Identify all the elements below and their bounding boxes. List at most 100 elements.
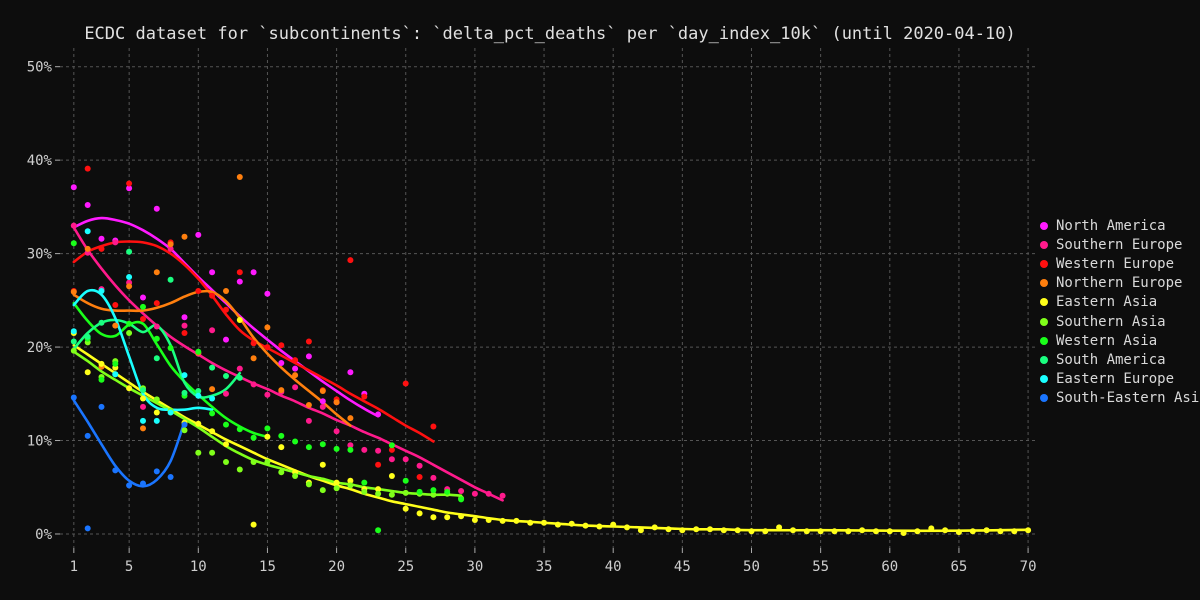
point-southern-asia	[305, 481, 312, 488]
point-north-america	[264, 290, 271, 297]
legend-swatch	[1040, 317, 1048, 326]
point-southern-europe	[292, 384, 299, 391]
point-western-asia	[250, 434, 257, 441]
point-southern-asia	[388, 491, 395, 498]
point-western-asia	[388, 442, 395, 449]
point-western-europe	[416, 474, 423, 480]
legend-label: Northern Europe	[1056, 275, 1183, 292]
point-eastern-asia	[140, 395, 146, 402]
point-western-europe	[361, 393, 368, 400]
point-southern-europe	[70, 222, 77, 229]
point-northern-europe	[292, 372, 299, 379]
point-south-america	[223, 373, 229, 379]
point-southern-europe	[388, 456, 395, 463]
point-south-eastern-asia	[84, 525, 91, 532]
legend-swatch	[1040, 355, 1048, 364]
point-southern-europe	[167, 245, 174, 252]
point-western-asia	[209, 410, 216, 417]
point-western-asia	[140, 303, 146, 310]
point-southern-asia	[70, 347, 77, 354]
point-eastern-asia	[471, 517, 478, 523]
point-western-europe	[305, 338, 312, 345]
point-eastern-asia	[845, 528, 852, 535]
point-northern-europe	[347, 415, 354, 422]
series-curves	[72, 216, 1030, 533]
point-south-eastern-asia	[112, 467, 119, 474]
y-tick-label: 0%	[35, 527, 52, 543]
point-eastern-asia	[610, 521, 617, 528]
point-eastern-asia	[762, 528, 769, 535]
y-tick-label: 40%	[27, 153, 53, 169]
point-eastern-asia	[997, 528, 1004, 535]
point-southern-asia	[278, 469, 285, 476]
legend-item-eastern-europe: Eastern Europe	[1040, 370, 1200, 389]
point-eastern-asia	[969, 528, 976, 535]
point-eastern-asia	[278, 444, 285, 451]
point-southern-europe	[250, 381, 257, 388]
point-southern-europe	[471, 490, 478, 497]
point-eastern-asia	[720, 527, 727, 534]
point-eastern-asia	[859, 527, 866, 534]
y-tick-label: 30%	[27, 247, 53, 263]
point-southern-europe	[416, 462, 423, 469]
point-eastern-asia	[541, 519, 547, 526]
point-southern-europe	[430, 474, 437, 481]
x-tick-label: 50	[743, 559, 760, 575]
point-eastern-europe	[84, 228, 91, 235]
point-south-america	[70, 338, 77, 345]
point-northern-europe	[70, 288, 77, 295]
x-tick-label: 10	[190, 559, 207, 575]
point-south-eastern-asia	[84, 432, 91, 439]
point-southern-europe	[485, 490, 492, 497]
point-western-europe	[153, 300, 160, 307]
point-northern-europe	[333, 399, 340, 406]
point-eastern-asia	[776, 524, 783, 531]
point-north-america	[195, 231, 202, 238]
point-western-europe	[195, 288, 202, 294]
grid	[60, 48, 1035, 548]
point-south-america	[84, 333, 91, 340]
point-eastern-asia	[333, 479, 340, 486]
point-southern-asia	[333, 485, 340, 492]
point-western-europe	[236, 269, 243, 276]
point-northern-europe	[223, 288, 229, 294]
point-western-europe	[388, 446, 395, 453]
point-southern-europe	[236, 365, 243, 372]
point-northern-europe	[126, 283, 133, 290]
x-tick-label: 70	[1020, 559, 1037, 575]
curve-western-asia	[72, 301, 269, 439]
point-northern-europe	[305, 402, 312, 408]
curve-southern-europe	[72, 226, 504, 502]
legend-item-southern-europe: Southern Europe	[1040, 235, 1200, 254]
point-northern-europe	[264, 324, 271, 331]
point-eastern-asia	[665, 526, 672, 533]
point-eastern-asia	[499, 517, 506, 524]
point-eastern-asia	[485, 517, 492, 523]
legend-label: Eastern Europe	[1056, 371, 1175, 388]
point-western-europe	[181, 330, 188, 336]
point-eastern-asia	[388, 473, 395, 479]
point-eastern-asia	[914, 528, 921, 535]
point-eastern-asia	[375, 486, 382, 493]
point-eastern-europe	[209, 395, 216, 402]
point-southern-asia	[126, 330, 133, 336]
point-eastern-asia	[817, 528, 824, 535]
point-south-america	[98, 319, 105, 326]
point-western-asia	[223, 421, 229, 428]
point-south-america	[195, 388, 202, 394]
point-southern-europe	[140, 403, 146, 410]
point-eastern-asia	[707, 526, 713, 533]
point-southern-europe	[375, 447, 382, 454]
x-tick-label: 5	[125, 559, 133, 575]
point-western-asia	[126, 320, 133, 327]
point-southern-asia	[319, 487, 326, 494]
legend-label: Southern Asia	[1056, 313, 1166, 330]
x-tick-label: 20	[328, 559, 345, 575]
point-north-america	[236, 278, 243, 285]
point-north-america	[347, 369, 354, 376]
x-tick-label: 40	[605, 559, 622, 575]
point-southern-asia	[250, 459, 257, 465]
legend-label: Western Europe	[1056, 255, 1175, 272]
point-eastern-asia	[734, 527, 741, 534]
point-north-america	[223, 336, 229, 343]
